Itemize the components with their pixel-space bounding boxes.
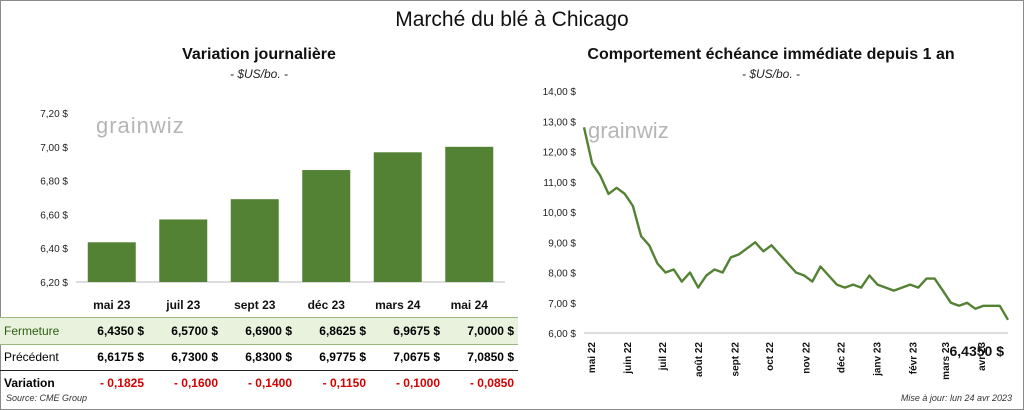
x-tick-label: mai 23 xyxy=(93,298,131,312)
table-row-variation: Variation - 0,1825 - 0,1600 - 0,1400 - 0… xyxy=(0,370,518,396)
y-tick-label: 6,20 $ xyxy=(40,278,68,289)
cell-variation: - 0,1150 xyxy=(322,376,366,390)
cell-close: 6,9675 $ xyxy=(393,324,440,338)
x-tick-label: nov 22 xyxy=(801,342,812,374)
bar-chart-title: Variation journalière xyxy=(182,46,336,63)
x-tick-label: juil 23 xyxy=(165,298,200,312)
x-tick-label: juin 22 xyxy=(623,342,634,375)
cell-previous: 6,7300 $ xyxy=(171,350,218,364)
table-row-previous: Précédent 6,6175 $ 6,7300 $ 6,8300 $ 6,9… xyxy=(0,344,518,371)
bar xyxy=(445,146,494,282)
update-note: Mise à jour: lun 24 avr 2023 xyxy=(900,393,1012,403)
y-tick-label: 7,00 $ xyxy=(40,143,68,154)
row-label-close: Fermeture xyxy=(4,324,60,338)
main-title: Marché du blé à Chicago xyxy=(395,8,629,31)
table-row-close: Fermeture 6,4350 $ 6,5700 $ 6,6900 $ 6,8… xyxy=(0,317,518,345)
grainwiz-logo: grainwiz xyxy=(588,118,669,143)
line-chart-title: Comportement échéance immédiate depuis 1… xyxy=(587,46,955,63)
x-tick-label: déc 23 xyxy=(308,298,346,312)
y-tick-label: 6,00 $ xyxy=(548,329,576,340)
y-tick-label: 8,00 $ xyxy=(548,269,576,280)
x-tick-label: janv 23 xyxy=(872,342,883,377)
cell-previous: 7,0675 $ xyxy=(393,350,440,364)
cell-variation: - 0,1825 xyxy=(99,376,144,390)
x-tick-label: sept 22 xyxy=(730,342,741,377)
cell-previous: 6,8300 $ xyxy=(245,350,292,364)
grainwiz-logo: grainwiz xyxy=(96,113,185,138)
y-tick-label: 10,00 $ xyxy=(543,208,577,219)
bar xyxy=(373,152,422,282)
y-tick-label: 9,00 $ xyxy=(548,238,576,249)
x-tick-label: juil 22 xyxy=(658,342,669,372)
x-tick-label: oct 22 xyxy=(765,342,776,371)
bar xyxy=(230,199,279,282)
y-tick-label: 11,00 $ xyxy=(543,178,576,189)
cell-variation: - 0,1600 xyxy=(173,376,218,390)
y-tick-label: 7,00 $ xyxy=(548,299,576,310)
y-tick-label: 6,80 $ xyxy=(40,177,68,188)
cell-close: 6,4350 $ xyxy=(97,324,144,338)
y-tick-label: 13,00 $ xyxy=(543,117,577,128)
x-tick-label: mai 24 xyxy=(451,298,489,312)
x-tick-label: mars 23 xyxy=(941,342,952,380)
x-tick-label: avr 23 xyxy=(977,342,988,371)
bar xyxy=(87,242,136,282)
x-tick-label: déc 22 xyxy=(836,342,847,374)
cell-variation: - 0,1400 xyxy=(247,376,292,390)
x-tick-label: août 22 xyxy=(694,342,705,377)
line-chart: 6,00 $ 7,00 $ 8,00 $ 9,00 $ 10,00 $ 11,00 $ 12… xyxy=(543,87,1010,380)
cell-variation: - 0,1000 xyxy=(395,376,440,390)
bar-chart: grainwiz 6,20 $ 6,40 $ 6,60 $ 6,80 $ 7,00 $ 7… xyxy=(40,109,505,312)
source-note: Source: CME Group xyxy=(6,393,88,403)
x-tick-label: sept 23 xyxy=(234,298,276,312)
x-tick-label: mai 22 xyxy=(587,342,598,374)
price-line xyxy=(582,127,1010,321)
cell-variation: - 0,0850 xyxy=(469,376,514,390)
x-tick-label: mars 24 xyxy=(375,298,421,312)
y-tick-label: 6,40 $ xyxy=(40,244,68,255)
cell-close: 6,8625 $ xyxy=(319,324,366,338)
line-chart-unit: - $US/bo. - xyxy=(741,67,801,81)
x-tick-label: févr 23 xyxy=(908,342,919,375)
row-label-previous: Précédent xyxy=(4,350,59,364)
cell-close: 6,6900 $ xyxy=(245,324,292,338)
y-tick-label: 12,00 $ xyxy=(543,148,577,159)
bar xyxy=(302,170,351,282)
bar xyxy=(159,219,208,282)
cell-previous: 6,9775 $ xyxy=(319,350,366,364)
cell-previous: 6,6175 $ xyxy=(97,350,144,364)
cell-close: 7,0000 $ xyxy=(467,324,514,338)
cell-close: 6,5700 $ xyxy=(171,324,218,338)
y-tick-label: 7,20 $ xyxy=(40,109,68,120)
row-label-variation: Variation xyxy=(4,376,55,390)
bar-chart-unit: - $US/bo. - xyxy=(229,67,289,81)
last-value-label: 6,4350 $ xyxy=(950,343,1005,359)
cell-previous: 7,0850 $ xyxy=(467,350,514,364)
y-tick-label: 14,00 $ xyxy=(543,87,577,98)
y-tick-label: 6,60 $ xyxy=(40,210,68,221)
